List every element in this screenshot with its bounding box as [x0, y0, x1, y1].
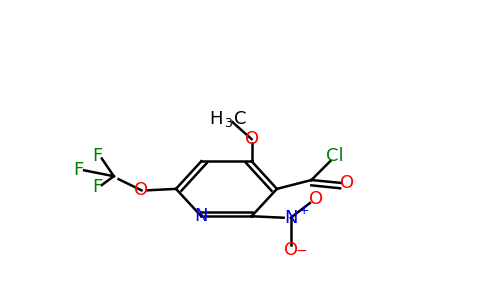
Text: O: O — [244, 130, 258, 148]
Text: F: F — [73, 161, 83, 179]
Text: O: O — [135, 181, 149, 199]
Text: H: H — [210, 110, 223, 128]
Text: N: N — [195, 207, 208, 225]
Text: O: O — [309, 190, 323, 208]
Text: F: F — [92, 178, 102, 196]
Text: 3: 3 — [224, 117, 232, 130]
Text: −: − — [296, 244, 307, 258]
Text: N: N — [284, 209, 298, 227]
Text: +: + — [299, 204, 309, 217]
Text: O: O — [340, 174, 354, 192]
Text: O: O — [284, 241, 298, 259]
Text: F: F — [92, 147, 102, 165]
Text: C: C — [234, 110, 246, 128]
Text: Cl: Cl — [327, 148, 344, 166]
